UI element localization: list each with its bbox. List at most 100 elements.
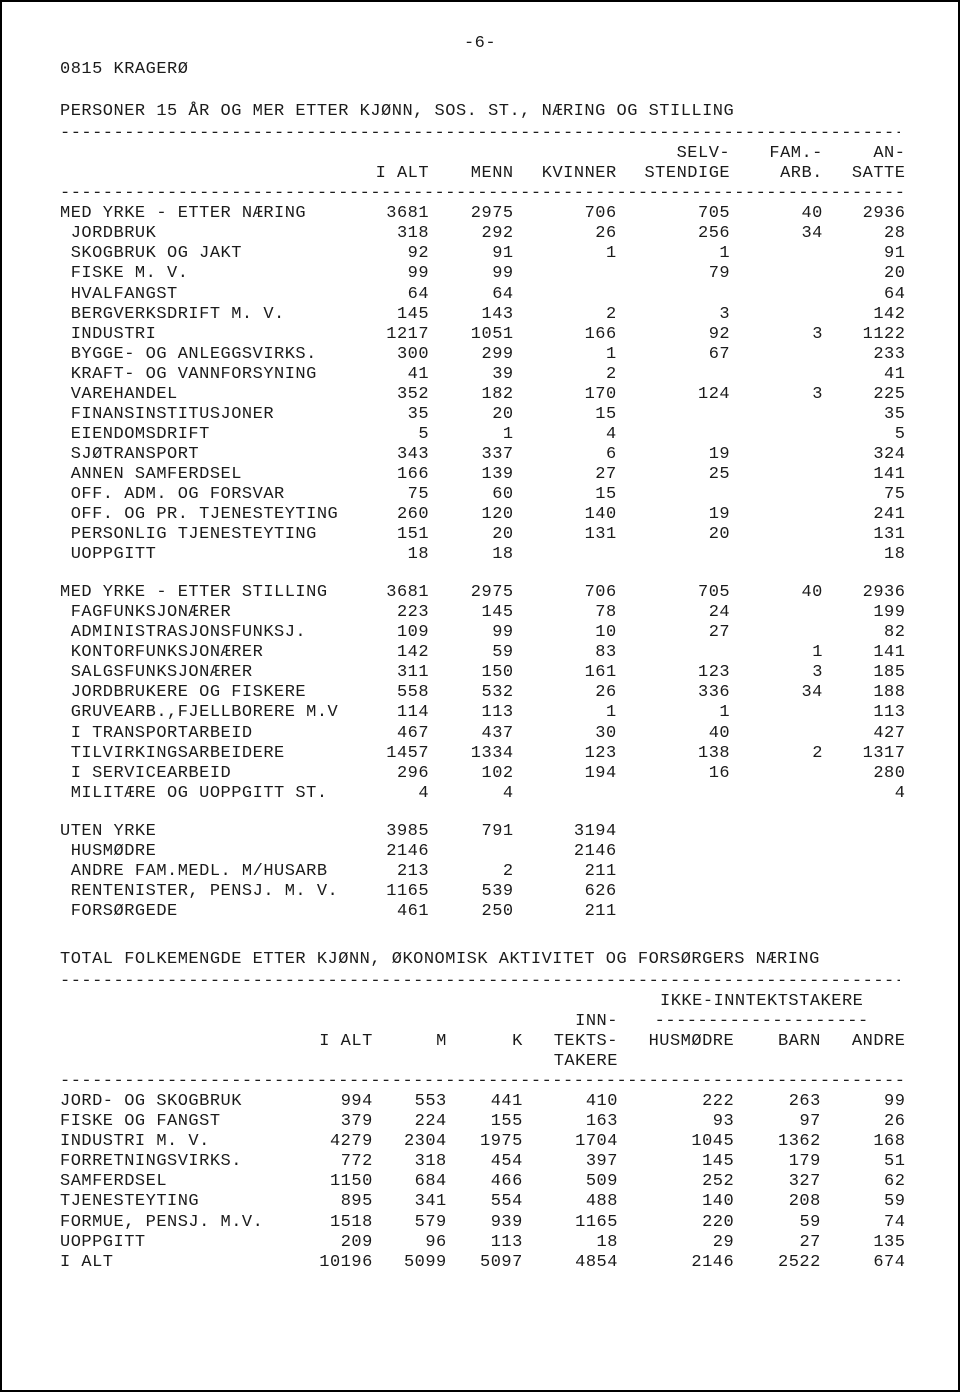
col-header bbox=[373, 1012, 447, 1032]
col-header: TEKTS- bbox=[523, 1032, 618, 1052]
cell: 1 bbox=[429, 425, 514, 445]
cell: 558 bbox=[349, 683, 429, 703]
cell bbox=[730, 465, 823, 485]
cell: 4279 bbox=[301, 1132, 373, 1152]
cell: 343 bbox=[349, 445, 429, 465]
row-label: FINANSINSTITUSJONER bbox=[60, 405, 349, 425]
cell: 4 bbox=[514, 425, 617, 445]
cell: 188 bbox=[823, 683, 906, 703]
cell bbox=[617, 822, 730, 842]
cell: 92 bbox=[617, 325, 730, 345]
table2-header-row3: TAKERE bbox=[60, 1052, 905, 1072]
cell: 336 bbox=[617, 683, 730, 703]
cell: 2 bbox=[514, 365, 617, 385]
cell: 256 bbox=[617, 224, 730, 244]
cell: 124 bbox=[617, 385, 730, 405]
cell: 1045 bbox=[618, 1132, 734, 1152]
cell: 29 bbox=[618, 1233, 734, 1253]
cell bbox=[730, 703, 823, 723]
row-label: FISKE M. V. bbox=[60, 264, 349, 284]
cell: 82 bbox=[823, 623, 906, 643]
cell: 2 bbox=[514, 305, 617, 325]
cell bbox=[730, 425, 823, 445]
cell: 1975 bbox=[447, 1132, 523, 1152]
cell: 233 bbox=[823, 345, 906, 365]
row-label: UTEN YRKE bbox=[60, 822, 349, 842]
col-header: SELV- bbox=[617, 144, 730, 164]
cell: 92 bbox=[349, 244, 429, 264]
cell: 352 bbox=[349, 385, 429, 405]
cell bbox=[514, 264, 617, 284]
col-header: I ALT bbox=[349, 164, 429, 184]
cell: 20 bbox=[429, 405, 514, 425]
cell: 341 bbox=[373, 1192, 447, 1212]
table-row: HVALFANGST646464 bbox=[60, 285, 905, 305]
cell: 327 bbox=[734, 1172, 821, 1192]
cell: 170 bbox=[514, 385, 617, 405]
cell: 142 bbox=[823, 305, 906, 325]
cell bbox=[617, 285, 730, 305]
table-row: FINANSINSTITUSJONER35201535 bbox=[60, 405, 905, 425]
cell: 467 bbox=[349, 724, 429, 744]
cell: 35 bbox=[349, 405, 429, 425]
col-header: AN- bbox=[823, 144, 906, 164]
table-row: JORDBRUKERE OG FISKERE5585322633634188 bbox=[60, 683, 905, 703]
cell: 28 bbox=[823, 224, 906, 244]
cell: 99 bbox=[429, 623, 514, 643]
cell: 27 bbox=[617, 623, 730, 643]
cell: 26 bbox=[821, 1112, 906, 1132]
cell: 1334 bbox=[429, 744, 514, 764]
cell: 79 bbox=[617, 264, 730, 284]
col-header: ARB. bbox=[730, 164, 823, 184]
cell: 379 bbox=[301, 1112, 373, 1132]
col-header: INN- bbox=[523, 1012, 618, 1032]
table1-title: PERSONER 15 ÅR OG MER ETTER KJØNN, SOS. … bbox=[60, 102, 900, 122]
cell: 131 bbox=[823, 525, 906, 545]
col-header bbox=[60, 144, 349, 164]
cell: 532 bbox=[429, 683, 514, 703]
cell: 1150 bbox=[301, 1172, 373, 1192]
row-label: ANDRE FAM.MEDL. M/HUSARB bbox=[60, 862, 349, 882]
col-header bbox=[60, 1052, 301, 1072]
table-row: I SERVICEARBEID29610219416280 bbox=[60, 764, 905, 784]
page: -6- 0815 KRAGERØ PERSONER 15 ÅR OG MER E… bbox=[0, 0, 960, 1392]
cell: 51 bbox=[821, 1152, 906, 1172]
cell: 4 bbox=[429, 784, 514, 804]
table-row: KRAFT- OG VANNFORSYNING4139241 bbox=[60, 365, 905, 385]
row-label: FORMUE, PENSJ. M.V. bbox=[60, 1213, 301, 1233]
cell: 5097 bbox=[447, 1253, 523, 1273]
cell: 30 bbox=[514, 724, 617, 744]
cell: 4854 bbox=[523, 1253, 618, 1273]
row-label: UOPPGITT bbox=[60, 1233, 301, 1253]
col-header: TAKERE bbox=[523, 1052, 618, 1072]
cell: 3194 bbox=[514, 822, 617, 842]
cell bbox=[617, 643, 730, 663]
cell bbox=[730, 724, 823, 744]
cell bbox=[823, 862, 906, 882]
cell: 78 bbox=[514, 603, 617, 623]
cell: 141 bbox=[823, 465, 906, 485]
cell: 1165 bbox=[523, 1213, 618, 1233]
table-row: MED YRKE - ETTER NÆRING36812975706705402… bbox=[60, 204, 905, 224]
row-label: FORSØRGEDE bbox=[60, 902, 349, 922]
cell: 466 bbox=[447, 1172, 523, 1192]
cell: 2 bbox=[429, 862, 514, 882]
cell: 40 bbox=[617, 724, 730, 744]
cell: 3985 bbox=[349, 822, 429, 842]
cell: 211 bbox=[514, 862, 617, 882]
row-label: VAREHANDEL bbox=[60, 385, 349, 405]
cell: 140 bbox=[618, 1192, 734, 1212]
table-row: EIENDOMSDRIFT5145 bbox=[60, 425, 905, 445]
table2-header-row0: IKKE-INNTEKTSTAKERE bbox=[60, 992, 905, 1012]
table-row: BERGVERKSDRIFT M. V.14514323142 bbox=[60, 305, 905, 325]
cell: 199 bbox=[823, 603, 906, 623]
cell: 427 bbox=[823, 724, 906, 744]
cell bbox=[730, 862, 823, 882]
col-header: STENDIGE bbox=[617, 164, 730, 184]
cell: 509 bbox=[523, 1172, 618, 1192]
row-label: GRUVEARB.,FJELLBORERE M.V bbox=[60, 703, 349, 723]
cell: 26 bbox=[514, 683, 617, 703]
col-header bbox=[60, 164, 349, 184]
group-dash: -------------------- bbox=[618, 1012, 905, 1032]
cell: 3681 bbox=[349, 583, 429, 603]
